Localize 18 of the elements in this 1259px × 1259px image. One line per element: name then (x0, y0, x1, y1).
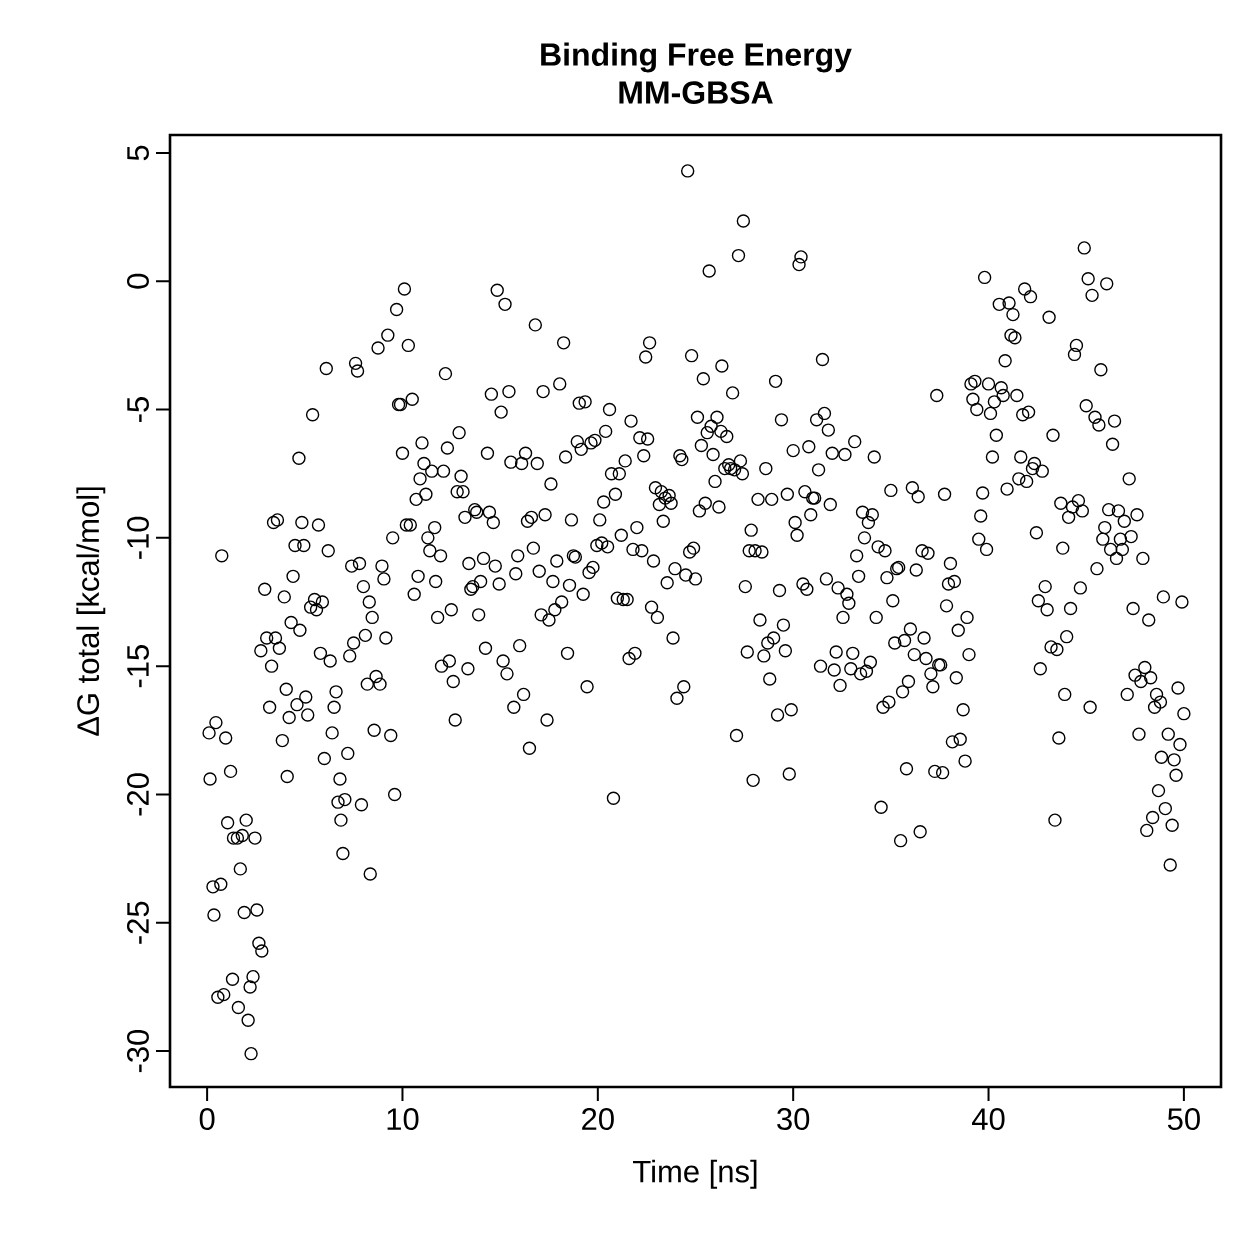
y-tick-label: 0 (126, 273, 149, 289)
x-tick-label: 50 (1167, 1108, 1200, 1131)
chart-subtitle: MM-GBSA (619, 81, 773, 104)
y-tick-label: -25 (126, 901, 149, 944)
y-tick-label: -20 (126, 773, 149, 816)
x-tick-label: 30 (777, 1108, 810, 1131)
chart-title: Binding Free Energy (541, 42, 852, 73)
y-tick-label: 5 (127, 145, 149, 161)
x-tick-label: 20 (582, 1108, 614, 1131)
y-tick-label: -5 (127, 397, 149, 422)
x-axis-title: Time [ns] (633, 1159, 757, 1189)
x-tick-label: 10 (387, 1108, 419, 1131)
y-axis-title: ΔG total [kcal/mol] (76, 487, 106, 736)
x-tick-label: 40 (972, 1108, 1005, 1131)
y-tick-label: -30 (126, 1029, 149, 1073)
y-tick-label: -15 (127, 645, 149, 688)
x-tick-label: 0 (199, 1108, 215, 1131)
y-tick-label: -10 (126, 516, 149, 559)
